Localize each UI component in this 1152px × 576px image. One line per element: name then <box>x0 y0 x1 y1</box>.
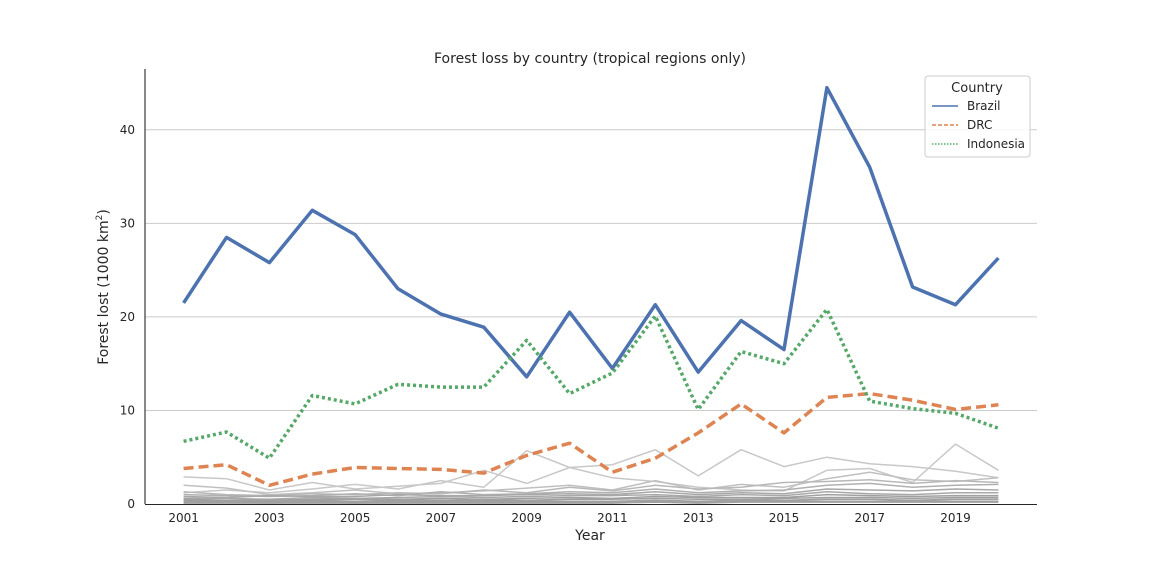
x-tick-label: 2001 <box>168 511 199 525</box>
main-series-group <box>182 85 1000 488</box>
x-axis-label: Year <box>574 528 605 544</box>
background-series-group <box>183 443 999 504</box>
background-series-line <box>183 443 999 494</box>
x-tick-label: 2005 <box>340 511 371 525</box>
x-tick-label: 2007 <box>426 511 457 525</box>
background-series-line <box>183 498 999 503</box>
legend-label-drc: DRC <box>967 118 992 132</box>
legend-box <box>924 75 1031 158</box>
x-tick-labels: 2001 2003 2005 2007 2009 2011 2013 2015 2017 2019 <box>168 511 970 525</box>
background-series-line <box>183 500 999 504</box>
series-line-drc <box>183 391 999 488</box>
background-series-line <box>183 478 999 497</box>
background-series-line <box>183 448 999 491</box>
background-series-line <box>183 501 999 504</box>
x-tick-label: 2015 <box>769 511 800 525</box>
x-tick-label: 2011 <box>597 511 628 525</box>
y-axis-label-main: Forest lost (1000 km <box>96 220 112 364</box>
y-tick-label: 0 <box>127 497 135 511</box>
y-tick-label: 40 <box>120 123 135 137</box>
y-gridlines <box>145 129 1037 411</box>
background-series-line <box>183 491 999 501</box>
y-tick-label: 30 <box>120 216 135 230</box>
background-series-line <box>183 496 999 502</box>
y-tick-label: 20 <box>120 310 135 324</box>
legend: Country Brazil DRC Indonesia <box>924 75 1031 158</box>
x-tick-label: 2009 <box>511 511 542 525</box>
x-tick-label: 2013 <box>683 511 714 525</box>
chart-title: Forest loss by country (tropical regions… <box>434 51 746 67</box>
x-tick-label: 2017 <box>854 511 885 525</box>
background-series-line <box>183 488 999 499</box>
background-series-line <box>183 493 999 502</box>
x-tick-label: 2003 <box>254 511 285 525</box>
background-series-line <box>183 471 999 496</box>
legend-label-brazil: Brazil <box>967 99 1001 113</box>
background-series-line <box>183 482 999 498</box>
y-tick-labels: 0 10 20 30 40 <box>120 123 135 511</box>
y-tick-label: 10 <box>120 403 135 417</box>
y-axis-label-end: ) <box>96 209 112 214</box>
x-tick-label: 2019 <box>940 511 971 525</box>
y-axis-label-sup: 2 <box>95 215 105 221</box>
legend-title: Country <box>951 81 1003 96</box>
series-line-indonesia <box>183 307 999 460</box>
legend-label-indonesia: Indonesia <box>967 137 1025 151</box>
series-line-brazil <box>182 85 1000 379</box>
y-axis-label: Forest lost (1000 km2) <box>95 209 112 365</box>
